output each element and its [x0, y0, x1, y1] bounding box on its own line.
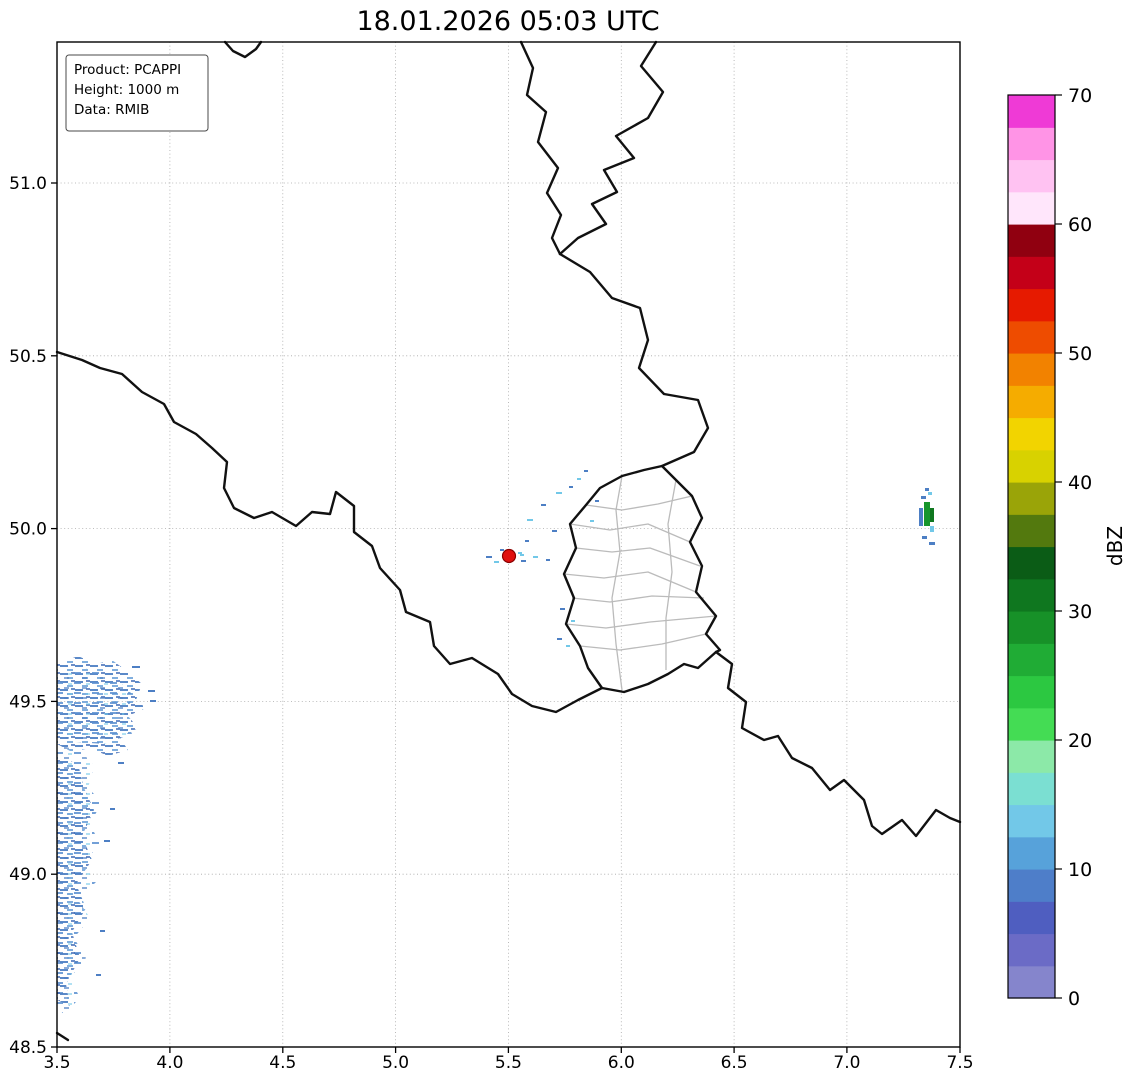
echo-red-point-artifact	[501, 548, 517, 564]
colorbar-tick-label: 30	[1068, 601, 1092, 623]
y-tick-label: 51.0	[9, 174, 47, 194]
border-france-germany	[714, 650, 962, 838]
y-tick-label: 48.5	[9, 1038, 47, 1058]
y-tick-label: 49.5	[9, 692, 47, 712]
x-axis-tick-labels: 3.5 4.0 4.5 5.0 5.5 6.0 6.5 7.0 7.5	[43, 1053, 973, 1073]
colorbar-tick-label: 60	[1068, 214, 1092, 236]
y-axis-tick-labels: 48.5 49.0 49.5 50.0 50.5 51.0	[9, 174, 47, 1058]
colorbar-segments	[1008, 95, 1055, 999]
border-luxembourg	[562, 464, 722, 694]
colorbar-tick-label: 50	[1068, 343, 1092, 365]
x-tick-label: 4.0	[156, 1053, 183, 1073]
colorbar-tick-label: 10	[1068, 859, 1092, 881]
info-box: Product: PCAPPI Height: 1000 m Data: RMI…	[65, 54, 209, 132]
colorbar-tick-label: 70	[1068, 85, 1092, 107]
plot-background	[57, 42, 960, 1047]
y-tick-label: 50.5	[9, 347, 47, 367]
info-box-product: Product: PCAPPI	[74, 62, 181, 78]
colorbar-ticks	[1055, 94, 1062, 999]
colorbar-frame	[1007, 94, 1056, 999]
colorbar-tick-label: 40	[1068, 472, 1092, 494]
x-tick-label: 6.5	[721, 1053, 748, 1073]
x-tick-label: 6.0	[608, 1053, 635, 1073]
x-tick-label: 7.0	[833, 1053, 860, 1073]
border-meuse-east	[558, 40, 665, 256]
colorbar-tick-label: 0	[1068, 988, 1080, 1010]
colorbar: 0 10 20 30 40 50 60 70 dBZ	[1007, 85, 1127, 1010]
y-tick-label: 50.0	[9, 520, 47, 540]
border-top-left-fragment	[223, 40, 263, 59]
info-box-source: Data: RMIB	[74, 102, 149, 118]
border-france-belgium	[55, 350, 604, 714]
x-tick-label: 3.5	[43, 1053, 70, 1073]
colorbar-axis-label: dBZ	[1103, 526, 1127, 566]
luxembourg-district-borders	[563, 475, 717, 691]
figure-title: 18.01.2026 05:03 UTC	[356, 6, 659, 37]
y-tick-label: 49.0	[9, 865, 47, 885]
x-tick-label: 7.5	[946, 1053, 973, 1073]
echo-specks-near-luxembourg	[486, 470, 599, 647]
axis-ticks	[51, 182, 961, 1053]
precipitation-layer	[57, 470, 935, 1014]
border-meuse-west	[519, 40, 563, 256]
border-bottom-left-fragment	[55, 1031, 70, 1042]
colorbar-tick-label: 20	[1068, 730, 1092, 752]
x-tick-label: 5.0	[382, 1053, 409, 1073]
x-tick-label: 5.5	[495, 1053, 522, 1073]
echo-east-edge-cell	[919, 488, 935, 545]
info-box-height: Height: 1000 m	[74, 82, 179, 98]
info-box-frame	[65, 54, 209, 132]
national-borders	[55, 40, 962, 1042]
gridlines	[57, 42, 960, 1047]
colorbar-tick-labels: 0 10 20 30 40 50 60 70	[1068, 85, 1092, 1010]
x-tick-label: 4.5	[269, 1053, 296, 1073]
echo-southwest-speckle-field	[57, 656, 156, 1014]
border-belgium-germany	[558, 252, 710, 468]
